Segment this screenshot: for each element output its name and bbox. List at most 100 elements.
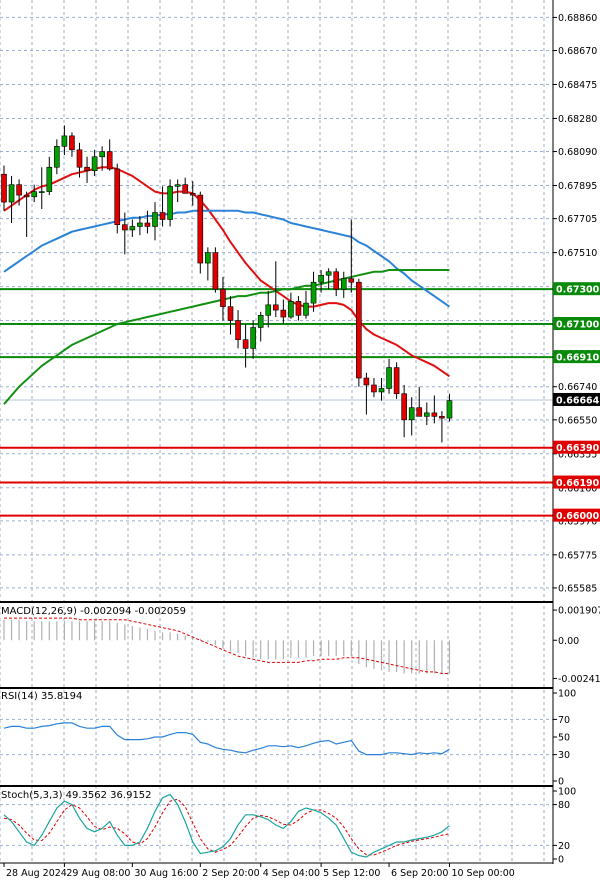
candle: [356, 278, 362, 387]
price-tick-label: 0.67510: [558, 248, 597, 259]
candle: [76, 142, 83, 178]
candle-body-bull: [288, 301, 294, 318]
candle: [69, 132, 75, 157]
candle: [423, 402, 430, 426]
time-tick-label: 6 Sep 20:00: [391, 868, 448, 879]
candle-body-bear: [280, 309, 287, 318]
macd-tick-label: 0.001907: [558, 606, 600, 617]
candle: [393, 362, 400, 399]
candle-body-bear: [189, 193, 196, 196]
candle: [227, 296, 234, 335]
candle: [23, 191, 30, 237]
level-tag: [553, 350, 600, 364]
candle-body-bear: [106, 151, 113, 170]
candle-body-bear: [69, 135, 75, 151]
candle-body-bear: [182, 184, 188, 194]
candle: [205, 247, 211, 281]
candle: [91, 149, 98, 176]
candle-body-bear: [159, 212, 166, 220]
candle-body-bear: [393, 367, 400, 394]
candle-body-bull: [205, 252, 211, 264]
level-tag: [553, 508, 600, 522]
rsi-tick-label: 50: [558, 733, 570, 744]
candle: [310, 271, 317, 312]
candle: [220, 276, 226, 321]
level-tag-label: 0.66390: [556, 443, 600, 454]
candle-body-bear: [197, 194, 204, 264]
stoch-signal-line: [3, 798, 450, 856]
candle-body-bull: [167, 186, 173, 220]
candle-body-bear: [227, 306, 234, 321]
candle: [303, 290, 309, 319]
candle: [371, 378, 377, 398]
pane-separator: [0, 687, 553, 689]
rsi-line: [3, 722, 450, 756]
price-tick-label: 0.66740: [558, 382, 597, 393]
stoch-tick-label: 80: [558, 800, 570, 811]
candle-body-bear: [295, 301, 302, 316]
candle-body-bull: [152, 212, 158, 227]
level-tag-label: 0.66910: [556, 353, 600, 364]
pane-separator: [0, 601, 553, 603]
candle-body-bull: [257, 315, 264, 328]
candle: [144, 210, 151, 234]
candle: [159, 186, 166, 227]
candle-body-bull: [99, 151, 105, 158]
stoch-main-line: [3, 793, 450, 858]
candle-body-bull: [386, 367, 392, 389]
rsi-tick-label: 70: [558, 715, 570, 726]
indicator-panes: [0, 617, 553, 858]
time-tick-label: 4 Sep 04:00: [263, 868, 320, 879]
candle-body-bull: [446, 400, 453, 419]
candle: [137, 216, 143, 236]
candle-body-bull: [378, 388, 385, 393]
price-tick-label: 0.68280: [558, 114, 597, 125]
candle: [38, 167, 45, 210]
stoch-title: Stoch(5,3,3) 49.3562 36.9152: [1, 790, 152, 801]
candle-body-bull: [310, 281, 317, 304]
candle: [129, 219, 136, 237]
candle: [439, 411, 445, 443]
current-price-tag: [553, 392, 600, 406]
rsi-tick-label: 100: [558, 689, 576, 700]
candle-body-bear: [16, 184, 22, 196]
price-tick-label: 0.65775: [558, 550, 597, 561]
level-tag-label: 0.67100: [556, 320, 600, 331]
level-tag-label: 0.66000: [556, 511, 600, 522]
candle: [386, 358, 392, 394]
candle-body-bear: [220, 288, 226, 307]
candle-body-bull: [31, 191, 38, 198]
price-tick-label: 0.67705: [558, 214, 597, 225]
price-tick-label: 0.66355: [558, 449, 597, 460]
candle: [242, 324, 249, 368]
candle: [416, 386, 423, 417]
candle-body-bear: [333, 271, 340, 290]
stoch-tick-label: 0: [558, 855, 564, 866]
candle-body-bear: [439, 416, 445, 419]
candle: [182, 177, 188, 194]
candle: [280, 299, 287, 325]
price-tick-label: 0.68670: [558, 46, 597, 57]
candle-body-bull: [423, 412, 430, 417]
candle: [257, 311, 264, 342]
candle-body-bull: [46, 166, 53, 192]
candle: [189, 181, 196, 206]
candle-body-bear: [84, 166, 90, 172]
price-tick-label: 0.68475: [558, 80, 597, 91]
candle-body-bull: [303, 302, 309, 316]
price-tick-label: 0.66550: [558, 415, 597, 426]
candle: [348, 219, 355, 293]
price-tick-label: 0.66160: [558, 483, 597, 494]
rsi-tick-label: 30: [558, 750, 570, 761]
candle: [31, 184, 38, 203]
candle-body-bear: [144, 222, 151, 227]
stoch-tick-label: 20: [558, 841, 570, 852]
candle: [265, 290, 272, 328]
candle: [212, 247, 219, 293]
candle-body-bear: [348, 278, 355, 283]
candle: [325, 268, 332, 290]
current-price-label: 0.66664: [556, 395, 600, 406]
price-axis: 0.68860 0.68670 0.68475 0.68280 0.68090 0.678…: [553, 13, 600, 866]
